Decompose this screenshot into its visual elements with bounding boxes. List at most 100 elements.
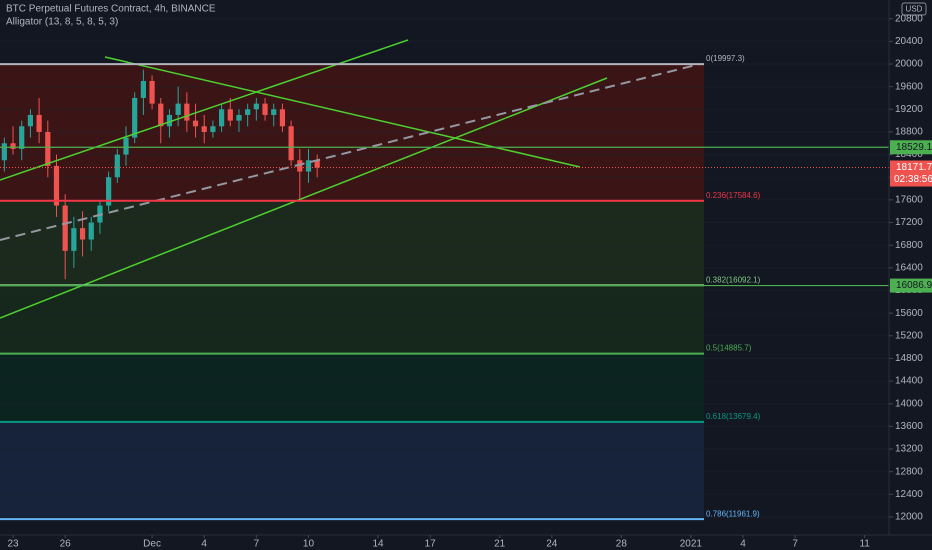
axes: 12000 12400 12800 13200 13600 14000 14400 14800…: [7, 13, 932, 550]
y-tick-label: 19200: [895, 104, 923, 115]
indicator-label: Alligator (13, 8, 5, 8, 5, 3): [6, 17, 118, 28]
fib-label: 0.618(13679.4): [706, 412, 761, 421]
countdown: 02:38:56: [894, 174, 932, 185]
x-tick-label: 10: [303, 539, 315, 550]
fib-label: 0.236(17584.6): [706, 191, 761, 200]
candle-body: [36, 114, 42, 132]
candle-body: [227, 109, 233, 121]
y-tick-label: 16800: [895, 240, 923, 251]
candle-body: [19, 126, 25, 149]
candle-body: [314, 160, 320, 168]
trend-line: [104, 56, 581, 168]
candle-body: [149, 80, 155, 104]
y-tick-label: 18800: [895, 127, 923, 138]
candle-body: [106, 177, 112, 206]
x-tick-label: 4: [201, 539, 207, 550]
y-tick-label: 13200: [895, 444, 923, 455]
candle-body: [53, 165, 60, 206]
candle-body: [271, 109, 277, 115]
candle-body: [218, 109, 225, 127]
candle-body: [184, 103, 190, 121]
candle-body: [71, 228, 77, 251]
y-tick-label: 12800: [895, 466, 923, 477]
candle-body: [166, 114, 173, 127]
candle-body: [79, 228, 86, 240]
last-price-box: [890, 160, 932, 187]
x-tick-label: Dec: [143, 539, 161, 550]
y-tick-label: 12400: [895, 489, 923, 500]
candle-body: [114, 154, 120, 178]
x-tick-label: 23: [7, 539, 19, 550]
y-tick-label: 12000: [895, 512, 923, 523]
candle-body: [236, 114, 242, 121]
candle-body: [175, 103, 181, 115]
candle-body: [27, 114, 34, 127]
y-tick-label: 20000: [895, 59, 923, 70]
x-tick-label: 24: [546, 539, 558, 550]
candle-body: [158, 103, 164, 127]
x-tick-label: 2021: [680, 539, 703, 550]
candle-body: [88, 222, 94, 240]
candle-body: [253, 103, 259, 110]
currency-badge[interactable]: [901, 2, 927, 16]
last-price-label: 18171.7: [896, 162, 932, 173]
y-tick-label: 15600: [895, 308, 923, 319]
y-tick-label: 17200: [895, 217, 923, 228]
x-tick-label: 7: [254, 539, 260, 550]
fib-label: 0.786(11961.9): [706, 509, 760, 518]
candle-body: [62, 205, 68, 251]
x-tick-label: 11: [859, 539, 870, 550]
fib-zone: [0, 285, 704, 354]
chart-title: BTC Perpetual Futures Contract, 4h, BINA…: [6, 4, 216, 15]
currency: USD: [906, 5, 923, 14]
price-label-box: [890, 278, 932, 293]
candle-body: [1, 143, 7, 161]
price-label-box: [890, 140, 932, 155]
x-tick-label: 14: [372, 539, 384, 550]
candle-body: [45, 131, 51, 166]
candle-body: [262, 103, 268, 115]
candle-body: [192, 120, 199, 127]
candle-body: [279, 109, 286, 127]
candle-body: [132, 97, 138, 138]
y-tick-label: 17600: [895, 195, 923, 206]
fib-label: 0(19997.3): [706, 54, 745, 63]
y-tick-label: 13600: [895, 421, 923, 432]
y-tick-label: 20800: [895, 13, 923, 24]
price-label: 16086.9: [896, 280, 932, 291]
levels: 0(19997.3) 0.236(17584.6) 0.382(16092.1) 0.…: [0, 54, 889, 521]
fib-zone: [0, 64, 704, 201]
x-tick-label: 26: [60, 539, 72, 550]
y-tick-label: 14400: [895, 376, 923, 387]
price-label: 18529.1: [896, 142, 932, 153]
y-tick-label: 19600: [895, 81, 923, 92]
y-tick-label: 18400: [895, 149, 923, 160]
candle-body: [288, 126, 294, 161]
fib-zone: [0, 200, 704, 286]
y-tick-label: 20400: [895, 36, 923, 47]
y-tick-label: 14800: [895, 353, 923, 364]
y-tick-label: 14000: [895, 398, 923, 409]
dashed-trend-line: [0, 63, 701, 241]
fib-label: 0.5(14885.7): [706, 344, 752, 353]
candle-body: [245, 109, 251, 115]
candles: [1, 69, 320, 280]
candle-body: [140, 80, 146, 98]
candle-body: [210, 126, 216, 132]
x-tick-label: 17: [425, 539, 437, 550]
candle-body: [305, 160, 312, 172]
fib-label: 0.382(16092.1): [706, 275, 761, 284]
x-tick-label: 4: [740, 539, 746, 550]
candle-body: [201, 126, 207, 132]
x-tick-label: 21: [494, 539, 506, 550]
grid: [0, 18, 889, 518]
candle-body: [123, 137, 129, 155]
fib-zone: [0, 421, 704, 520]
x-tick-label: 28: [616, 539, 628, 550]
x-tick-label: 7: [792, 539, 798, 550]
candle-body: [10, 143, 16, 149]
y-tick-label: 15200: [895, 330, 923, 341]
y-tick-label: 16400: [895, 262, 923, 273]
